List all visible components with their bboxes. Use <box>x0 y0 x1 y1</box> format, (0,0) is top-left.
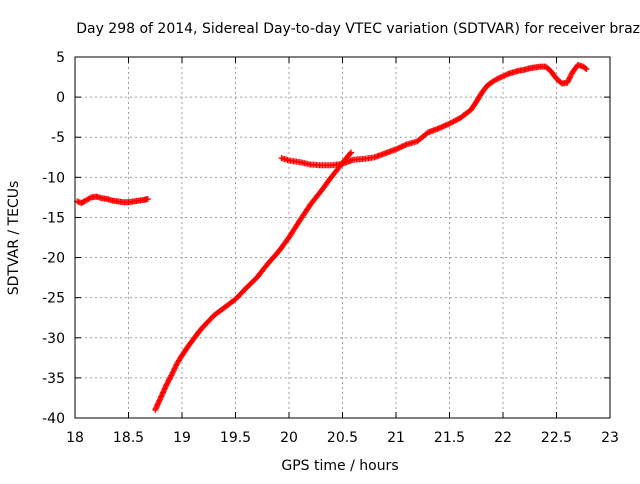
y-tick-label: -5 <box>51 130 65 146</box>
tick-labels: 18 18.5 19 19.5 20 20.5 21 21.5 22 22.5 23 -40 -35 -3… <box>42 50 619 446</box>
x-tick-label: 21.5 <box>434 430 465 446</box>
y-tick-label: 0 <box>56 90 65 106</box>
x-tick-label: 23 <box>601 430 619 446</box>
y-tick-label: -35 <box>42 371 65 387</box>
y-tick-label: -20 <box>42 251 65 267</box>
y-tick-label: -10 <box>42 170 65 186</box>
data-point <box>347 150 354 157</box>
y-tick-label: 5 <box>56 50 65 66</box>
data-point <box>348 149 355 156</box>
x-tick-label: 19.5 <box>220 430 251 446</box>
data-point <box>568 71 575 78</box>
data-point <box>583 66 590 72</box>
x-tick-label: 20.5 <box>327 430 358 446</box>
chart-title: Day 298 of 2014, Sidereal Day-to-day VTE… <box>76 21 640 37</box>
data-point <box>500 73 506 80</box>
data-point <box>144 196 151 202</box>
x-tick-label: 19 <box>173 430 191 446</box>
series-segment-3 <box>278 62 590 169</box>
series-segment-2 <box>152 149 355 413</box>
x-axis-label: GPS time / hours <box>281 458 398 474</box>
data-layer <box>74 62 590 413</box>
grid <box>75 57 610 418</box>
ticks <box>74 56 611 419</box>
x-tick-label: 18.5 <box>113 430 144 446</box>
y-tick-label: -30 <box>42 331 65 347</box>
data-point <box>566 75 573 82</box>
data-point <box>502 72 509 79</box>
x-tick-label: 22 <box>494 430 512 446</box>
data-point <box>86 195 93 202</box>
data-point <box>449 119 456 126</box>
x-tick-label: 21 <box>387 430 405 446</box>
series-segment-1 <box>74 193 151 206</box>
y-axis-label: SDTVAR / TECUs <box>6 181 22 296</box>
x-tick-label: 22.5 <box>541 430 572 446</box>
y-tick-label: -40 <box>42 411 65 427</box>
x-tick-label: 18 <box>66 430 84 446</box>
y-tick-label: -15 <box>42 210 65 226</box>
data-point <box>582 65 589 72</box>
x-tick-label: 20 <box>280 430 298 446</box>
y-tick-label: -25 <box>42 291 65 307</box>
